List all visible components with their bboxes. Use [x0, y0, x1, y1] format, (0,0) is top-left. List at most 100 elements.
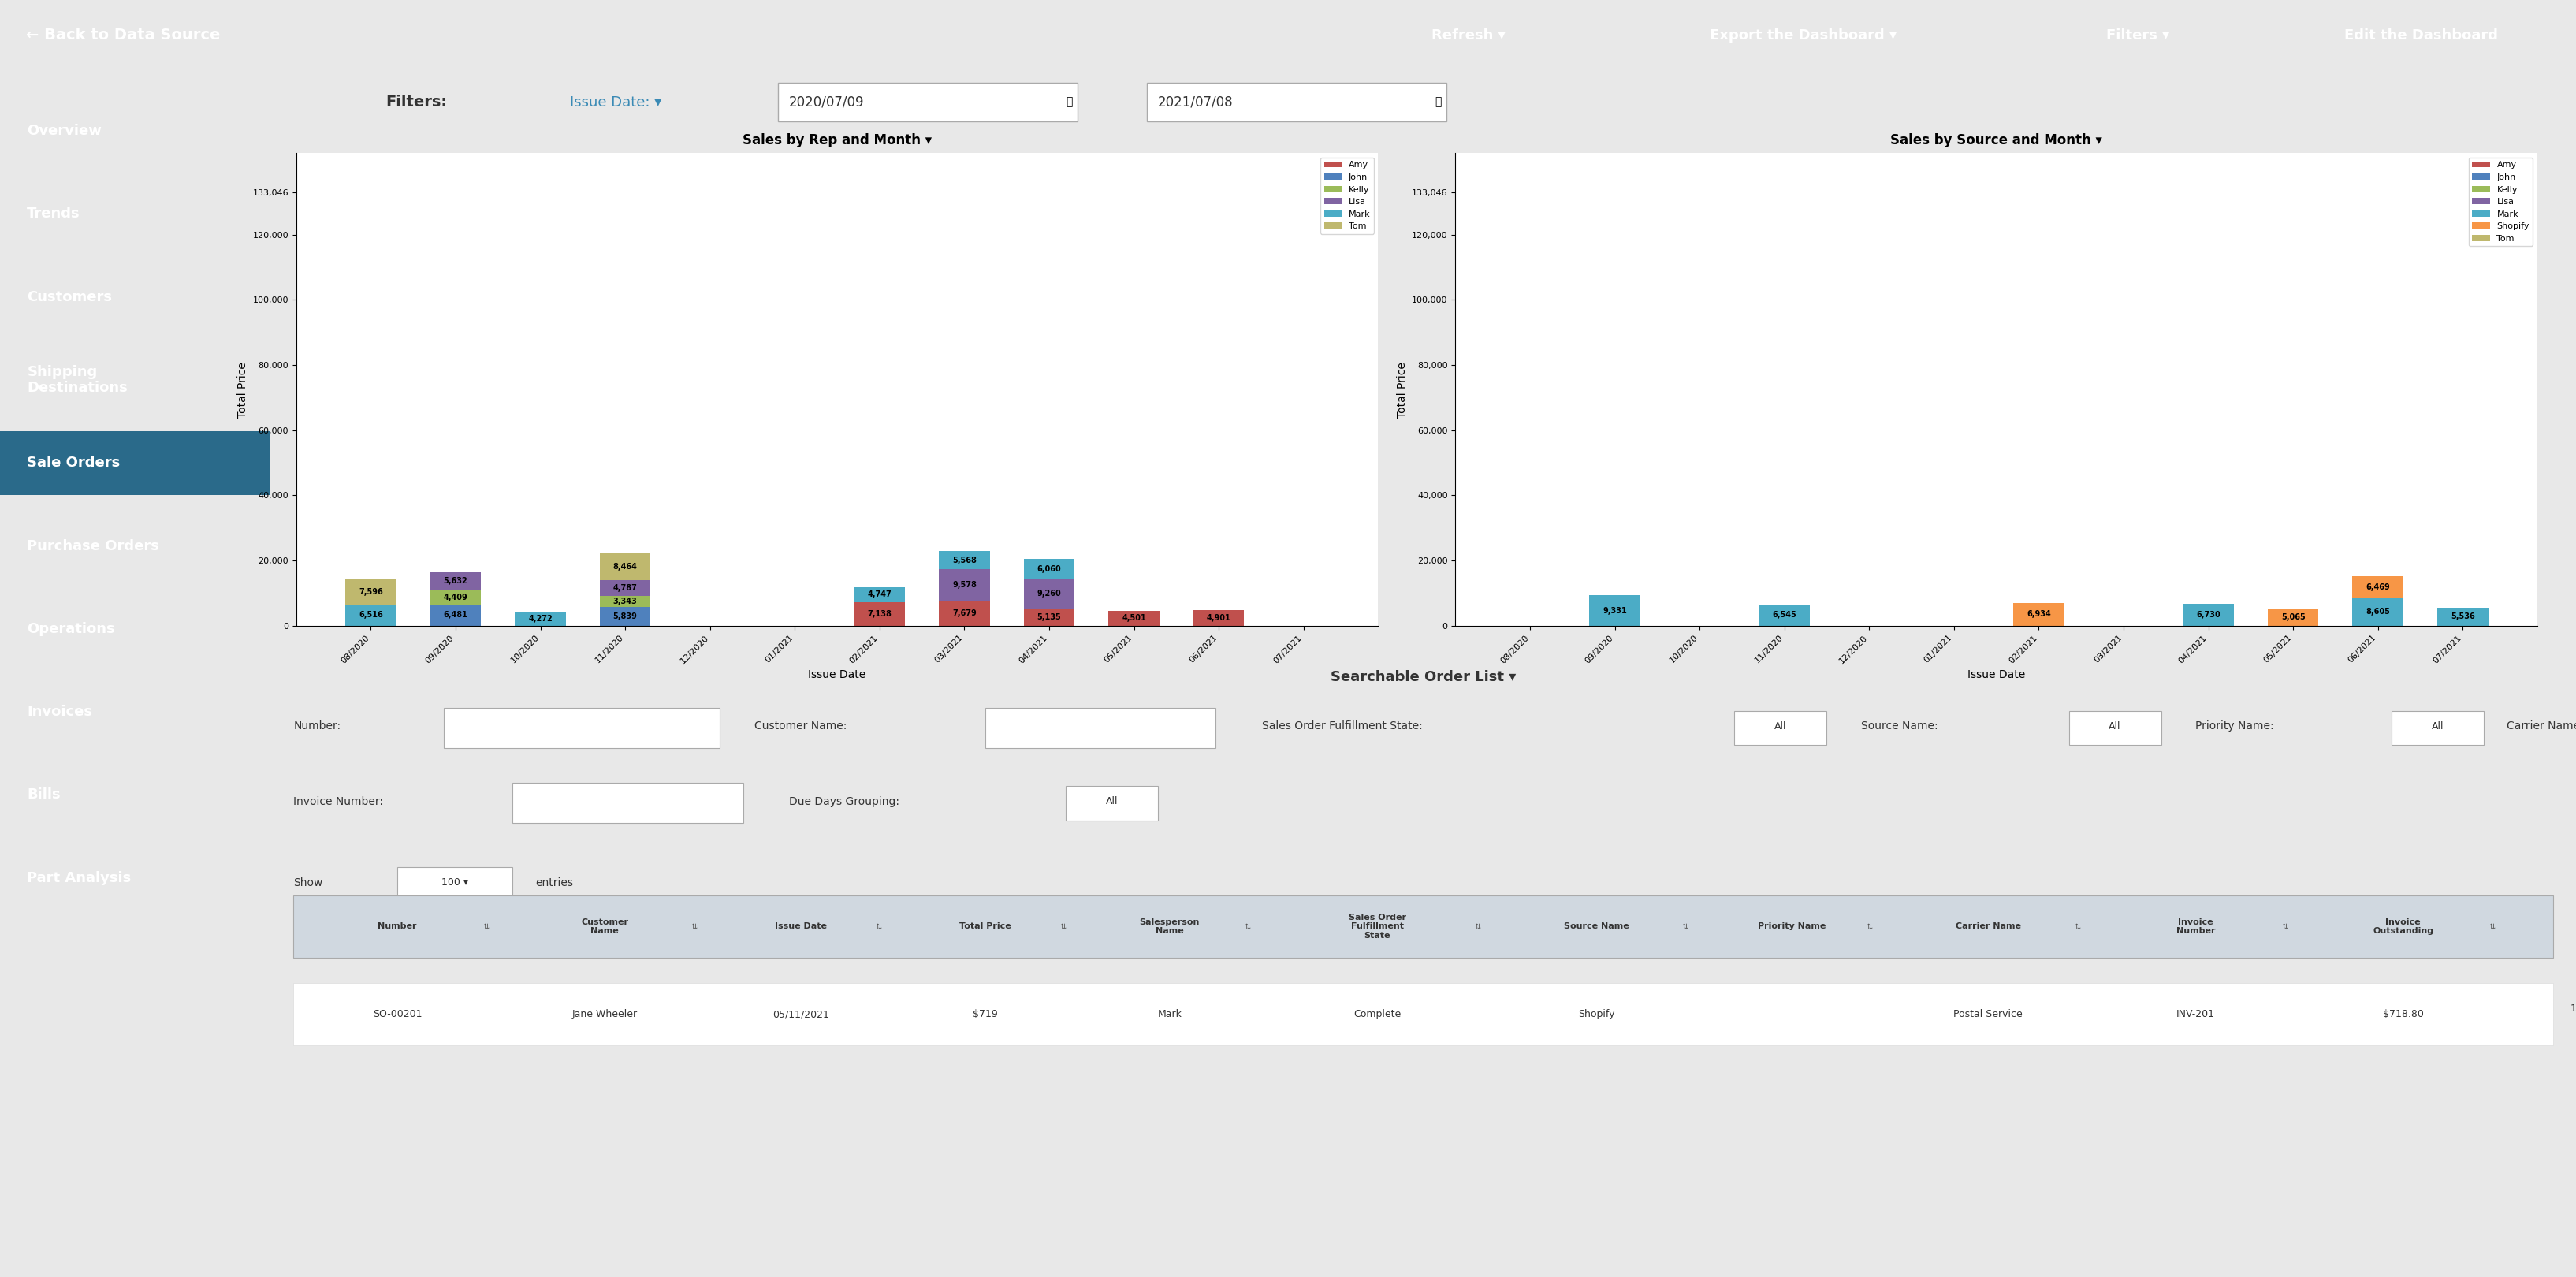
- Legend: Amy, John, Kelly, Lisa, Mark, Shopify, Tom: Amy, John, Kelly, Lisa, Mark, Shopify, T…: [2468, 157, 2532, 246]
- Text: Issue Date: ▾: Issue Date: ▾: [569, 94, 662, 110]
- Text: 6,516: 6,516: [358, 612, 384, 619]
- Bar: [1759, 604, 1811, 626]
- Bar: [345, 580, 397, 604]
- Text: Number:: Number:: [294, 720, 340, 732]
- Text: Source Name:: Source Name:: [1862, 720, 1937, 732]
- Text: Invoice
Number: Invoice Number: [2177, 918, 2215, 935]
- Text: Source Name: Source Name: [1564, 923, 1628, 931]
- Text: 4,501: 4,501: [1121, 614, 1146, 622]
- Text: 2021/07/08: 2021/07/08: [1159, 94, 1234, 110]
- Bar: [1023, 578, 1074, 609]
- Text: entries: entries: [536, 877, 574, 889]
- FancyBboxPatch shape: [2391, 711, 2483, 746]
- Text: ⇅: ⇅: [876, 923, 881, 931]
- Legend: Amy, John, Kelly, Lisa, Mark, Tom: Amy, John, Kelly, Lisa, Mark, Tom: [1321, 157, 1373, 234]
- Bar: [430, 590, 482, 604]
- Text: 📅: 📅: [1435, 97, 1443, 107]
- FancyBboxPatch shape: [0, 430, 270, 494]
- FancyBboxPatch shape: [397, 867, 513, 902]
- Bar: [1589, 595, 1641, 626]
- Text: Carrier Name: Carrier Name: [1955, 923, 2020, 931]
- Text: Salesperson
Name: Salesperson Name: [1139, 918, 1200, 935]
- Text: INV-201: INV-201: [2177, 1009, 2215, 1019]
- Text: $718.80: $718.80: [2383, 1009, 2424, 1019]
- Title: Sales by Rep and Month ▾: Sales by Rep and Month ▾: [742, 133, 933, 148]
- Bar: [515, 612, 567, 626]
- Text: All: All: [1775, 722, 1788, 732]
- Bar: [2352, 577, 2403, 598]
- X-axis label: Issue Date: Issue Date: [1968, 669, 2025, 681]
- Text: 05/11/2021: 05/11/2021: [773, 1009, 829, 1019]
- Text: Bills: Bills: [26, 788, 62, 802]
- Y-axis label: Total Price: Total Price: [1396, 361, 1406, 418]
- Text: All: All: [1105, 797, 1118, 807]
- Text: SO-00201: SO-00201: [374, 1009, 422, 1019]
- Text: Operations: Operations: [26, 622, 116, 636]
- Text: ← Back to Data Source: ← Back to Data Source: [26, 28, 219, 42]
- Text: 9,331: 9,331: [1602, 607, 1628, 614]
- Text: Sale Orders: Sale Orders: [26, 456, 121, 470]
- Bar: [430, 572, 482, 590]
- Text: 4,901: 4,901: [1206, 614, 1231, 622]
- Text: Show: Show: [294, 877, 322, 889]
- Bar: [1193, 609, 1244, 626]
- X-axis label: Issue Date: Issue Date: [809, 669, 866, 681]
- Bar: [938, 600, 989, 626]
- Text: ⇅: ⇅: [1682, 923, 1687, 931]
- Text: Issue Date: Issue Date: [775, 923, 827, 931]
- Text: Total Price: Total Price: [958, 923, 1012, 931]
- Text: ⇅: ⇅: [2074, 923, 2081, 931]
- Text: 6,545: 6,545: [1772, 612, 1795, 619]
- Text: 5,065: 5,065: [2280, 613, 2306, 622]
- Bar: [855, 587, 904, 603]
- Bar: [1108, 612, 1159, 626]
- Text: Trends: Trends: [26, 207, 80, 221]
- Text: Invoice
Outstanding: Invoice Outstanding: [2372, 918, 2434, 935]
- Text: 6,934: 6,934: [2027, 610, 2050, 618]
- Text: All: All: [2110, 722, 2120, 732]
- Text: ⇅: ⇅: [2488, 923, 2496, 931]
- Bar: [938, 552, 989, 570]
- Text: Sales Order
Fulfillment
State: Sales Order Fulfillment State: [1347, 913, 1406, 940]
- Text: Number: Number: [379, 923, 417, 931]
- Text: Customer Name:: Customer Name:: [755, 720, 848, 732]
- Bar: [2182, 604, 2233, 626]
- Text: Filters:: Filters:: [386, 94, 448, 110]
- Text: 9,260: 9,260: [1038, 590, 1061, 598]
- Bar: [938, 570, 989, 600]
- Text: ⇅: ⇅: [1473, 923, 1481, 931]
- FancyBboxPatch shape: [1066, 785, 1159, 820]
- Text: 7,679: 7,679: [953, 609, 976, 617]
- Text: Invoices: Invoices: [26, 705, 93, 719]
- Bar: [855, 603, 904, 626]
- Text: 5,568: 5,568: [953, 557, 976, 564]
- Text: Refresh ▾: Refresh ▾: [1432, 28, 1504, 42]
- Text: 7,596: 7,596: [358, 589, 384, 596]
- Text: ⇅: ⇅: [2282, 923, 2287, 931]
- FancyBboxPatch shape: [1146, 83, 1445, 121]
- Text: 8,464: 8,464: [613, 562, 636, 571]
- Text: ⇅: ⇅: [1868, 923, 1873, 931]
- Text: Filters ▾: Filters ▾: [2107, 28, 2169, 42]
- Text: Due Days Grouping:: Due Days Grouping:: [788, 796, 899, 807]
- Text: Overview: Overview: [26, 124, 103, 138]
- Text: 5,632: 5,632: [443, 577, 469, 585]
- Text: 8,605: 8,605: [2365, 608, 2391, 616]
- Text: 6,481: 6,481: [443, 612, 469, 619]
- Text: Priority Name:: Priority Name:: [2195, 720, 2275, 732]
- Text: Export the Dashboard ▾: Export the Dashboard ▾: [1710, 28, 1896, 42]
- Text: 4,409: 4,409: [443, 594, 469, 601]
- Text: 6,060: 6,060: [1038, 564, 1061, 573]
- FancyBboxPatch shape: [294, 895, 2553, 958]
- Text: 3,343: 3,343: [613, 598, 636, 605]
- FancyBboxPatch shape: [984, 707, 1216, 748]
- Text: Shopify: Shopify: [1579, 1009, 1615, 1019]
- Text: Customers: Customers: [26, 290, 113, 304]
- Text: 2020/07/09: 2020/07/09: [788, 94, 866, 110]
- FancyBboxPatch shape: [294, 983, 2553, 1046]
- Text: Carrier Name:: Carrier Name:: [2506, 720, 2576, 732]
- Text: 5,536: 5,536: [2450, 613, 2476, 621]
- Text: 5,839: 5,839: [613, 612, 636, 621]
- Text: Purchase Orders: Purchase Orders: [26, 539, 160, 553]
- Bar: [2267, 609, 2318, 626]
